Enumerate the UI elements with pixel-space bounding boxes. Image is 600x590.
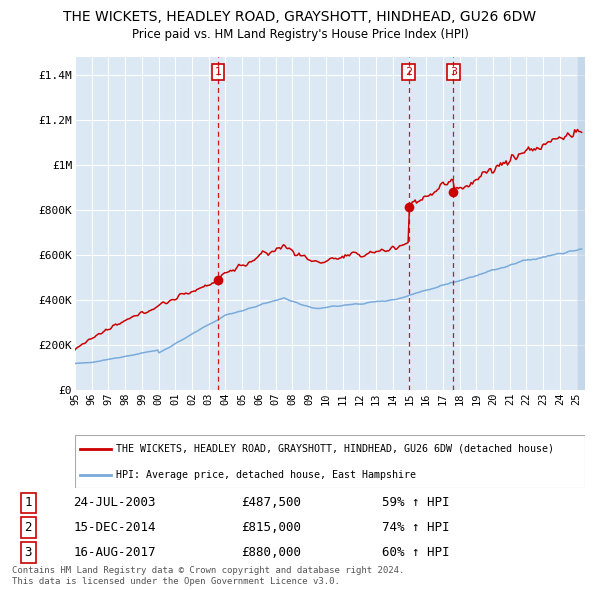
Text: 1: 1 bbox=[25, 496, 32, 509]
Text: 74% ↑ HPI: 74% ↑ HPI bbox=[382, 521, 450, 534]
Text: 2: 2 bbox=[25, 521, 32, 534]
Text: £815,000: £815,000 bbox=[241, 521, 301, 534]
Text: 59% ↑ HPI: 59% ↑ HPI bbox=[382, 496, 450, 509]
Text: 16-AUG-2017: 16-AUG-2017 bbox=[74, 546, 156, 559]
Text: HPI: Average price, detached house, East Hampshire: HPI: Average price, detached house, East… bbox=[116, 470, 416, 480]
Text: £487,500: £487,500 bbox=[241, 496, 301, 509]
Text: 3: 3 bbox=[25, 546, 32, 559]
Text: 60% ↑ HPI: 60% ↑ HPI bbox=[382, 546, 450, 559]
Text: 15-DEC-2014: 15-DEC-2014 bbox=[74, 521, 156, 534]
Text: £880,000: £880,000 bbox=[241, 546, 301, 559]
Text: THE WICKETS, HEADLEY ROAD, GRAYSHOTT, HINDHEAD, GU26 6DW (detached house): THE WICKETS, HEADLEY ROAD, GRAYSHOTT, HI… bbox=[116, 444, 554, 454]
Text: 2: 2 bbox=[405, 67, 412, 77]
Text: 24-JUL-2003: 24-JUL-2003 bbox=[74, 496, 156, 509]
Text: Contains HM Land Registry data © Crown copyright and database right 2024.
This d: Contains HM Land Registry data © Crown c… bbox=[12, 566, 404, 586]
Text: 1: 1 bbox=[215, 67, 221, 77]
Text: Price paid vs. HM Land Registry's House Price Index (HPI): Price paid vs. HM Land Registry's House … bbox=[131, 28, 469, 41]
Text: 3: 3 bbox=[450, 67, 457, 77]
Text: THE WICKETS, HEADLEY ROAD, GRAYSHOTT, HINDHEAD, GU26 6DW: THE WICKETS, HEADLEY ROAD, GRAYSHOTT, HI… bbox=[64, 10, 536, 24]
